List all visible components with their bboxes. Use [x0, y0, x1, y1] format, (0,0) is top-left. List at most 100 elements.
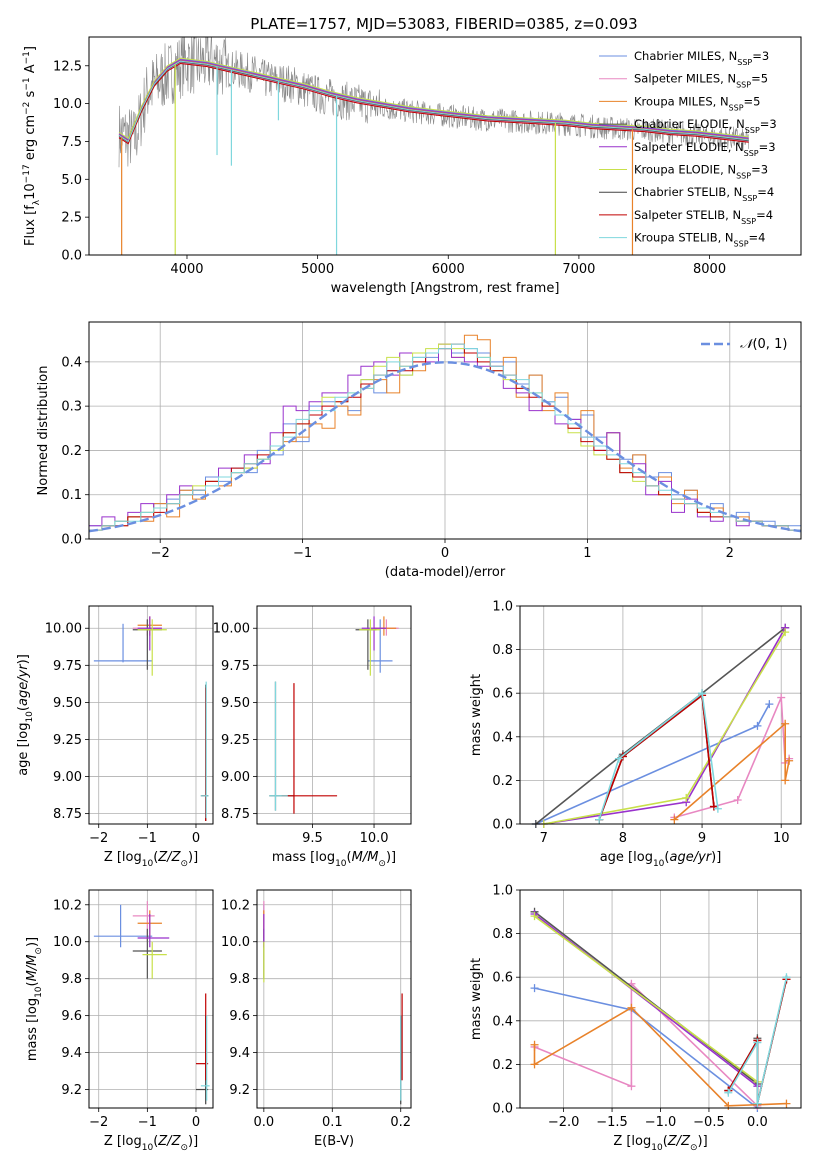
- x-axis-label: Z [log10(Z/Z⊙)]: [104, 1134, 198, 1153]
- plot-area: [263, 901, 403, 1105]
- model-spectrum-line: [118, 59, 749, 142]
- mass-weight-marker: [733, 796, 742, 805]
- x-tick-label: 0.1: [322, 1115, 343, 1130]
- legend-entry: 𝒩(0, 1): [740, 337, 787, 352]
- x-tick-label: −2: [151, 546, 170, 561]
- y-tick-label: 10.0: [53, 935, 82, 950]
- y-tick-label: 0.2: [492, 774, 513, 789]
- mass-weight-marker: [627, 1003, 636, 1012]
- mass-weight-marker: [627, 1082, 636, 1091]
- model-spectrum-line: [118, 59, 749, 141]
- x-tick-label: 8000: [693, 262, 726, 277]
- weight-vs-age-panel: 7 8 9 10 0.0 0.2 0.4 0.6 0.8 1.0 age [log10(age/yr…: [469, 600, 802, 869]
- y-tick-label: 9.00: [221, 770, 250, 785]
- x-tick-label: 8: [619, 831, 627, 846]
- legend-entry: Kroupa MILES, NSSP=5: [634, 94, 760, 112]
- axes-frame: [256, 889, 412, 1109]
- mass-weight-marker: [530, 912, 539, 921]
- mass-weight-marker: [530, 1060, 539, 1069]
- spectrum-panel: 4000 5000 6000 7000 8000 0.0 2.5 5.0 7.5 10.0 12.5…: [22, 36, 802, 296]
- mass-weight-marker: [781, 776, 790, 785]
- x-tick-label: 2: [726, 546, 734, 561]
- x-tick-label: 0.2: [390, 1115, 411, 1130]
- y-tick-label: 9.25: [53, 733, 82, 748]
- mass-weight-marker: [781, 628, 790, 637]
- axes-frame: [256, 605, 412, 825]
- y-tick-label: 1.0: [492, 600, 513, 615]
- mass-weight-marker: [595, 815, 604, 824]
- plot-area: [93, 616, 209, 822]
- y-tick-label: 0.6: [492, 687, 513, 702]
- y-tick-label: 0.8: [492, 927, 513, 942]
- y-tick-label: 0.2: [61, 444, 82, 459]
- y-tick-label: 9.75: [53, 659, 82, 674]
- x-tick-label: 0: [441, 546, 449, 561]
- model-spectrum-line: [118, 62, 749, 145]
- mass-weight-marker: [777, 693, 786, 702]
- residuals-panel: −2 −1 0 1 2 0.0 0.1 0.2 0.3 0.4 (data-model)/error…: [36, 321, 802, 580]
- y-tick-label: 8.75: [53, 807, 82, 822]
- y-tick-label: 5.0: [61, 173, 82, 188]
- y-tick-label: 9.8: [61, 972, 82, 987]
- y-axis-label: Flux [fλ10−17 erg cm−2 s−1 A−1]: [22, 46, 42, 246]
- weight-vs-z-panel: −2.0 −1.5 −1.0 −0.5 0.0 0.0 0.2 0.4 0.6 0.8 1.0 Z […: [469, 884, 802, 1153]
- x-tick-label: −2: [89, 1115, 108, 1130]
- y-tick-label: 9.25: [221, 733, 250, 748]
- x-tick-label: 10: [773, 831, 790, 846]
- y-tick-label: 9.50: [221, 696, 250, 711]
- x-tick-label: −1: [138, 1115, 157, 1130]
- model-spectrum-line: [118, 58, 749, 140]
- model-spectrum-line: [118, 60, 749, 143]
- mass-weight-line: [598, 693, 715, 820]
- y-tick-label: 0.0: [492, 818, 513, 833]
- x-axis-label: mass [log10(M/M⊙)]: [272, 850, 396, 869]
- y-axis-label: mass [log10(M/M⊙)]: [25, 937, 44, 1061]
- y-tick-label: 1.0: [492, 884, 513, 899]
- mass-weight-marker: [614, 754, 623, 763]
- axes-frame: [519, 889, 802, 1109]
- y-tick-label: 0.6: [492, 971, 513, 986]
- x-tick-label: 0: [192, 831, 200, 846]
- x-tick-label: −1.0: [645, 1115, 677, 1130]
- x-tick-label: 0: [192, 1115, 200, 1130]
- x-tick-label: −1: [138, 831, 157, 846]
- mass-weight-marker: [682, 793, 691, 802]
- mass-weight-line: [534, 911, 759, 1086]
- chart-panels: 4000 5000 6000 7000 80000.02.55.07.510.012.5…: [16, 36, 802, 1153]
- y-tick-label: 0.4: [492, 730, 513, 745]
- figure-title: PLATE=1757, MJD=53083, FIBERID=0385, z=0…: [250, 15, 637, 33]
- y-tick-label: 10.0: [53, 97, 82, 112]
- mass-weight-line: [534, 913, 758, 1087]
- y-tick-label: 0.3: [61, 400, 82, 415]
- mass-weight-marker: [753, 1099, 762, 1108]
- y-tick-label: 0.2: [492, 1058, 513, 1073]
- mass-vs-ebv-panel: 0.0 0.1 0.2 9.2 9.4 9.6 9.8 10.0 10.2 E(B-V): [221, 889, 412, 1149]
- axes-frame: [88, 321, 802, 540]
- x-tick-label: −2.0: [548, 1115, 580, 1130]
- axes-frame: [88, 889, 214, 1109]
- mass-weight-marker: [781, 719, 790, 728]
- axes-frame: [88, 36, 802, 256]
- x-tick-label: −1: [293, 546, 312, 561]
- spectrum-plot-area: [118, 37, 749, 255]
- x-tick-label: 1: [583, 546, 591, 561]
- y-axis-label: mass weight: [469, 958, 484, 1040]
- legend-entry: Salpeter MILES, NSSP=5: [634, 72, 768, 90]
- x-axis-label: E(B-V): [314, 1134, 354, 1149]
- y-tick-label: 9.2: [61, 1083, 82, 1098]
- mass-weight-marker: [530, 984, 539, 993]
- y-tick-label: 9.8: [229, 972, 250, 987]
- y-tick-label: 12.5: [53, 59, 82, 74]
- mass-weight-line: [535, 703, 771, 825]
- x-tick-label: 5000: [301, 262, 334, 277]
- x-tick-label: 9: [698, 831, 706, 846]
- mass-weight-marker: [670, 815, 679, 824]
- axes-frame: [519, 605, 802, 825]
- legend-entry: Salpeter ELODIE, NSSP=3: [634, 140, 776, 158]
- y-tick-label: 9.00: [53, 770, 82, 785]
- x-tick-label: −1.5: [596, 1115, 628, 1130]
- residual-histogram: [89, 343, 801, 531]
- y-axis-label: mass weight: [469, 674, 484, 756]
- y-tick-label: 9.50: [53, 696, 82, 711]
